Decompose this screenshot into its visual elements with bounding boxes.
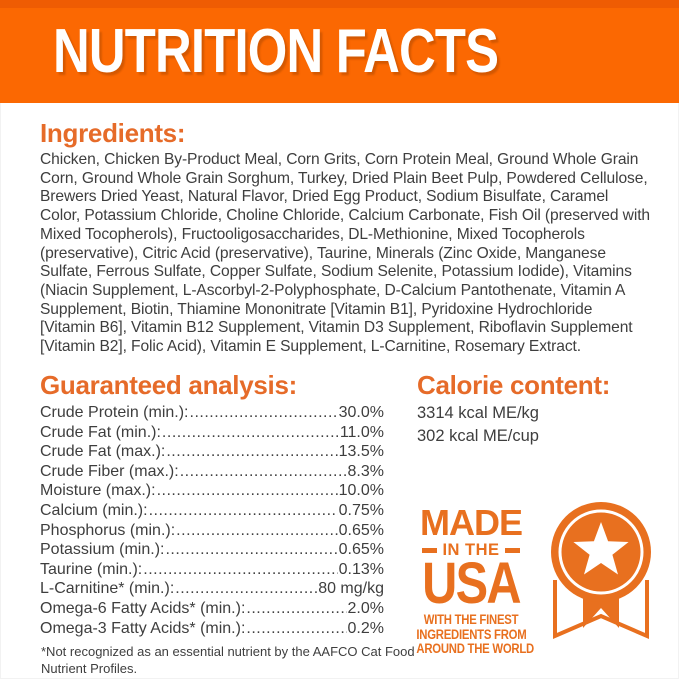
analysis-row: Moisture (max.): 10.0%: [40, 481, 384, 501]
analysis-value: 30.0%: [338, 404, 384, 421]
analysis-row: Crude Fat (min.): 11.0%: [40, 423, 384, 443]
calorie-content-values: 3314 kcal ME/kg 302 kcal ME/cup: [417, 402, 539, 447]
analysis-row: Crude Fat (max.): 13.5%: [40, 442, 384, 462]
medal-ribbon-star-icon: [551, 502, 651, 640]
leader-dots: [143, 560, 337, 580]
leader-dots: [157, 481, 338, 501]
ingredients-heading: Ingredients:: [40, 118, 186, 148]
analysis-row: Crude Protein (min.): 30.0%: [40, 403, 384, 423]
tagline-line: INGREDIENTS FROM: [416, 626, 527, 642]
leader-dots: [180, 462, 347, 482]
header-banner: NUTRITION FACTS: [0, 0, 679, 103]
analysis-value: 0.13%: [338, 560, 384, 578]
analysis-label: Crude Fat (min.):: [40, 423, 161, 441]
analysis-label: Moisture (max.):: [40, 482, 156, 500]
calorie-kg-value: 3314 kcal ME/kg: [417, 404, 539, 422]
made-in-usa-tagline: WITH THE FINEST INGREDIENTS FROM AROUND …: [416, 612, 534, 657]
leader-dots: [149, 501, 338, 521]
page-title: NUTRITION FACTS: [53, 17, 499, 86]
analysis-label: Potassium (min.):: [40, 541, 165, 559]
analysis-label: L-Carnitine* (min.):: [40, 580, 175, 598]
tagline-line: WITH THE FINEST: [423, 612, 519, 627]
analysis-value: 0.65%: [338, 521, 384, 539]
calorie-content-heading: Calorie content:: [417, 370, 611, 400]
analysis-value: 13.5%: [338, 443, 384, 461]
analysis-row: Crude Fiber (max.): 8.3%: [40, 462, 384, 482]
leader-dots: [246, 619, 346, 639]
analysis-value: 2.0%: [347, 599, 384, 617]
made-in-usa-line-made: MADE: [420, 502, 523, 543]
analysis-footnote: *Not recognized as an essential nutrient…: [41, 644, 415, 676]
dash-right-icon: [504, 547, 520, 553]
made-in-usa-in-the-label: IN THE: [442, 541, 500, 559]
dash-left-icon: [422, 547, 438, 553]
analysis-label: Crude Fiber (max.):: [40, 462, 179, 480]
leader-dots: [190, 403, 338, 423]
analysis-value: 0.75%: [338, 501, 384, 519]
leader-dots: [175, 579, 317, 599]
calorie-cup-value: 302 kcal ME/cup: [417, 426, 539, 445]
made-in-usa-line-usa: USA: [422, 551, 522, 616]
analysis-row: L-Carnitine* (min.): 80 mg/kg: [40, 579, 384, 599]
analysis-row: Omega-3 Fatty Acids* (min.): 0.2%: [40, 619, 384, 639]
analysis-row: Potassium (min.): 0.65%: [40, 540, 384, 560]
made-in-usa-line-in-the: IN THE: [406, 541, 536, 559]
leader-dots: [166, 442, 337, 462]
analysis-label: Crude Fat (max.):: [40, 443, 166, 461]
leader-dots: [162, 423, 339, 443]
analysis-label: Calcium (min.):: [40, 501, 148, 519]
analysis-value: 0.65%: [338, 541, 384, 559]
analysis-row: Taurine (min.): 0.13%: [40, 560, 384, 580]
leader-dots: [165, 540, 337, 560]
analysis-label: Omega-3 Fatty Acids* (min.):: [40, 619, 246, 637]
analysis-value: 11.0%: [339, 423, 384, 441]
analysis-value: 80 mg/kg: [318, 580, 384, 598]
analysis-label: Crude Protein (min.):: [40, 404, 189, 421]
analysis-value: 8.3%: [347, 462, 384, 480]
leader-dots: [246, 599, 346, 619]
analysis-value: 10.0%: [338, 482, 384, 500]
analysis-row: Omega-6 Fatty Acids* (min.): 2.0%: [40, 599, 384, 619]
guaranteed-analysis-list: Crude Protein (min.): 30.0% Crude Fat (m…: [40, 403, 384, 638]
analysis-value: 0.2%: [347, 619, 384, 637]
leader-dots: [176, 521, 337, 541]
analysis-label: Omega-6 Fatty Acids* (min.):: [40, 599, 246, 617]
tagline-line: AROUND THE WORLD: [416, 641, 534, 656]
guaranteed-analysis-heading: Guaranteed analysis:: [40, 370, 297, 400]
ingredients-text: Chicken, Chicken By-Product Meal, Corn G…: [40, 151, 651, 356]
analysis-label: Taurine (min.):: [40, 560, 143, 578]
made-in-usa-badge: MADE IN THE USA WITH THE FINEST INGREDIE…: [406, 502, 536, 657]
analysis-row: Calcium (min.): 0.75%: [40, 501, 384, 521]
analysis-label: Phosphorus (min.):: [40, 521, 176, 539]
analysis-row: Phosphorus (min.): 0.65%: [40, 521, 384, 541]
